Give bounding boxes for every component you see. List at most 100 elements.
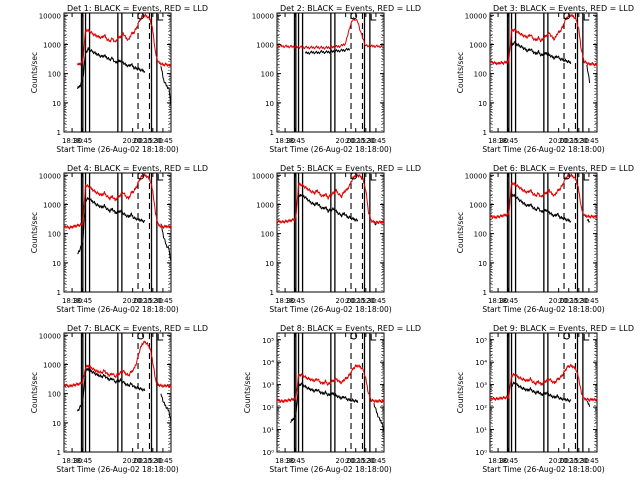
y-tick-label: 10 — [52, 100, 61, 108]
x-tick-label: 20:15 — [133, 137, 153, 145]
y-axis-label: Counts/sec — [30, 212, 39, 253]
chart-panel-3: Det 3: BLACK = Events, RED = LLD 1 10 100 10… — [456, 4, 634, 154]
y-tick-label: 10 — [265, 260, 274, 268]
x-tick-label: 20:30 — [143, 457, 163, 465]
chart-panel-2: Det 2: BLACK = Events, RED = LLD 1 10 100 10… — [252, 4, 421, 154]
x-tick-label: 20:15 — [346, 457, 366, 465]
lld-series-line — [489, 363, 598, 402]
y-axis-label: Counts/sec — [456, 372, 465, 413]
y-tick-label: 100 — [261, 231, 274, 239]
y-axis-label: Counts/sec — [243, 372, 252, 413]
x-tick-label: 20:00 — [549, 457, 569, 465]
x-tick-label: 20:00 — [549, 297, 569, 305]
chart-title: Det 9: BLACK = Events, RED = LLD — [493, 324, 634, 333]
bracket-annotation — [370, 334, 377, 341]
lld-series-line — [489, 173, 598, 220]
events-series-line — [77, 47, 172, 106]
y-tick-label: 1 — [57, 129, 61, 137]
x-tick-label: 20:15 — [559, 297, 579, 305]
x-tick-label: 20:15 — [559, 457, 579, 465]
x-tick-label: 20:30 — [356, 297, 376, 305]
y-tick-label: 100 — [261, 71, 274, 79]
x-tick-label: 20:45 — [153, 457, 173, 465]
x-tick-label: 18:30 — [488, 137, 508, 145]
x-axis-label: Start Time (26-Aug-02 18:18:00) — [56, 305, 178, 314]
y-tick-label: 1000 — [43, 361, 61, 369]
x-tick-label: 20:45 — [153, 137, 173, 145]
x-axis-label: Start Time (26-Aug-02 18:18:00) — [482, 465, 604, 474]
x-axis-label: Start Time (26-Aug-02 18:18:00) — [269, 145, 391, 154]
chart-panel-8: Det 8: BLACK = Events, RED = LLD 10⁰ 10¹ 10… — [243, 324, 421, 474]
events-series-line — [304, 47, 351, 55]
y-tick-label: 10² — [475, 404, 487, 412]
y-tick-label: 1000 — [469, 41, 487, 49]
x-tick-label: 18:45 — [285, 137, 305, 145]
x-tick-label: 18:30 — [62, 297, 82, 305]
events-series-line — [511, 193, 590, 223]
x-tick-label: 20:45 — [579, 457, 599, 465]
x-tick-label: 20:30 — [143, 137, 163, 145]
x-tick-label: 20:30 — [356, 457, 376, 465]
x-tick-label: 18:45 — [498, 457, 518, 465]
y-tick-label: 10 — [52, 260, 61, 268]
chart-panel-1: Det 1: BLACK = Events, RED = LLD 1 10 100 10… — [30, 4, 208, 154]
circle-annotation — [350, 332, 358, 340]
circle-annotation — [137, 12, 145, 20]
x-tick-label: 20:45 — [579, 137, 599, 145]
y-tick-label: 100 — [48, 231, 61, 239]
x-tick-label: 18:30 — [275, 137, 295, 145]
y-tick-label: 1000 — [256, 201, 274, 209]
chart-title: Det 4: BLACK = Events, RED = LLD — [67, 164, 208, 173]
chart-title: Det 2: BLACK = Events, RED = LLD — [280, 4, 421, 13]
x-tick-label: 20:30 — [143, 297, 163, 305]
bracket-annotation — [583, 14, 590, 21]
chart-title: Det 8: BLACK = Events, RED = LLD — [280, 324, 421, 333]
events-series-line — [290, 382, 385, 434]
bracket-annotation — [583, 174, 590, 181]
y-tick-label: 100 — [474, 71, 487, 79]
lld-series-line — [63, 173, 172, 230]
x-tick-label: 18:45 — [72, 457, 92, 465]
y-tick-label: 10 — [478, 260, 487, 268]
x-tick-label: 20:00 — [336, 137, 356, 145]
chart-panel-7: Det 7: BLACK = Events, RED = LLD 1 10 100 10… — [30, 324, 208, 474]
bracket-annotation — [583, 334, 590, 341]
events-series-line — [77, 367, 172, 424]
x-tick-label: 20:45 — [366, 297, 386, 305]
x-axis-label: Start Time (26-Aug-02 18:18:00) — [482, 145, 604, 154]
y-tick-label: 10000 — [39, 332, 61, 340]
y-tick-label: 10³ — [475, 382, 487, 390]
x-axis-label: Start Time (26-Aug-02 18:18:00) — [269, 465, 391, 474]
lld-series-line — [77, 13, 172, 67]
bracket-annotation — [157, 334, 164, 341]
events-series-line — [511, 381, 591, 407]
y-tick-label: 1000 — [43, 41, 61, 49]
circle-annotation — [350, 172, 358, 180]
bracket-annotation — [157, 14, 164, 21]
lld-series-line — [489, 13, 598, 67]
chart-title: Det 3: BLACK = Events, RED = LLD — [493, 4, 634, 13]
chart-title: Det 5: BLACK = Events, RED = LLD — [280, 164, 421, 173]
x-tick-label: 20:00 — [336, 457, 356, 465]
x-axis-label: Start Time (26-Aug-02 18:18:00) — [56, 145, 178, 154]
y-tick-label: 100 — [48, 71, 61, 79]
x-tick-label: 18:45 — [72, 137, 92, 145]
x-tick-label: 18:45 — [285, 457, 305, 465]
y-tick-label: 10⁰ — [475, 449, 487, 457]
y-tick-label: 10 — [478, 100, 487, 108]
y-tick-label: 10000 — [465, 172, 487, 180]
circle-annotation — [563, 12, 571, 20]
x-tick-label: 18:30 — [62, 457, 82, 465]
x-axis-label: Start Time (26-Aug-02 18:18:00) — [269, 305, 391, 314]
x-tick-label: 18:30 — [488, 457, 508, 465]
circle-annotation — [350, 12, 358, 20]
x-tick-label: 20:00 — [336, 297, 356, 305]
chart-panel-5: Det 5: BLACK = Events, RED = LLD 1 10 100 10… — [252, 164, 421, 314]
x-tick-label: 20:00 — [123, 457, 143, 465]
y-tick-label: 1 — [57, 449, 61, 457]
y-tick-label: 10¹ — [262, 427, 274, 435]
y-tick-label: 100 — [48, 391, 61, 399]
y-tick-label: 1000 — [256, 41, 274, 49]
x-tick-label: 20:30 — [356, 137, 376, 145]
